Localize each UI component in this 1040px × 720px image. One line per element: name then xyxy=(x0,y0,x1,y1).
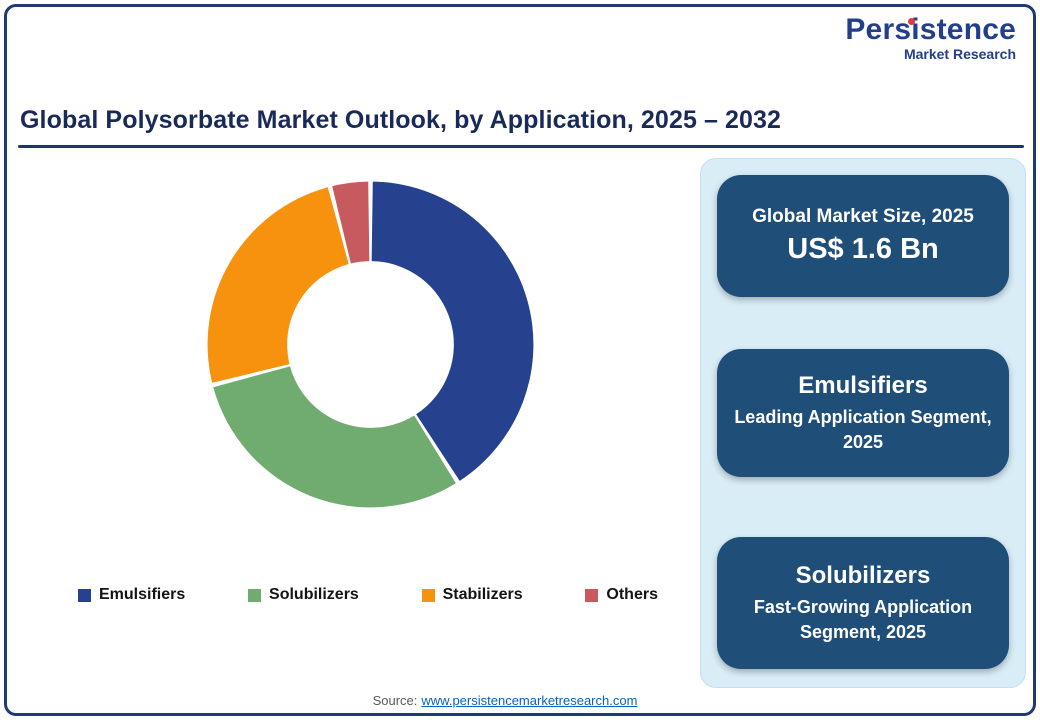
stat-box-leading-segment: Emulsifiers Leading Application Segment,… xyxy=(717,349,1009,477)
donut-segment-stabilizers xyxy=(207,187,349,383)
stat-box-leading-segment-title: Emulsifiers xyxy=(798,372,928,400)
legend-swatch-icon xyxy=(78,588,91,602)
logo-red-dot-icon xyxy=(907,18,915,25)
legend-item-emulsifiers: Emulsifiers xyxy=(78,586,185,604)
legend-item-others: Others xyxy=(585,586,658,604)
legend-swatch-icon xyxy=(585,588,599,602)
stat-box-market-size-title: Global Market Size, 2025 xyxy=(752,206,974,227)
legend-swatch-icon xyxy=(421,588,435,602)
brand-logo: Persistence Market Research xyxy=(845,14,1016,61)
highlights-panel: Global Market Size, 2025 US$ 1.6 Bn Emul… xyxy=(700,158,1026,688)
source-link[interactable]: www.persistencemarketresearch.com xyxy=(421,693,638,708)
donut-segment-solubilizers xyxy=(213,366,456,508)
donut-svg xyxy=(207,181,534,508)
legend-label: Stabilizers xyxy=(442,586,523,603)
legend-item-solubilizers: Solubilizers xyxy=(248,586,359,604)
stat-box-fast-growing-segment-subtitle: Fast-Growing Application Segment, 2025 xyxy=(753,597,973,642)
title-underline xyxy=(18,145,1024,148)
legend-label: Solubilizers xyxy=(269,586,359,603)
logo-tagline: Market Research xyxy=(903,45,1016,62)
donut-chart xyxy=(198,172,543,517)
legend-label: Emulsifiers xyxy=(99,586,186,603)
stat-box-leading-segment-subtitle: Leading Application Segment, 2025 xyxy=(734,407,992,452)
donut-segment-emulsifiers xyxy=(371,181,534,481)
stat-box-fast-growing-segment: Solubilizers Fast-Growing Application Se… xyxy=(717,537,1009,669)
page-title: Global Polysorbate Market Outlook, by Ap… xyxy=(20,106,782,134)
source-label: Source: xyxy=(372,693,418,708)
legend-item-stabilizers: Stabilizers xyxy=(421,586,523,604)
stat-box-market-size-value: US$ 1.6 Bn xyxy=(787,233,939,265)
source-line: Source: www.persistencemarketresearch.com xyxy=(373,693,638,708)
legend-swatch-icon xyxy=(248,588,262,602)
stat-box-fast-growing-segment-title: Solubilizers xyxy=(795,562,931,590)
logo-wordmark: Persistence xyxy=(845,13,1016,46)
stat-box-market-size: Global Market Size, 2025 US$ 1.6 Bn xyxy=(717,175,1009,297)
donut-segment-others xyxy=(332,181,370,264)
legend-label: Others xyxy=(606,586,658,603)
chart-legend: Emulsifiers Solubilizers Stabilizers Others xyxy=(78,586,658,604)
